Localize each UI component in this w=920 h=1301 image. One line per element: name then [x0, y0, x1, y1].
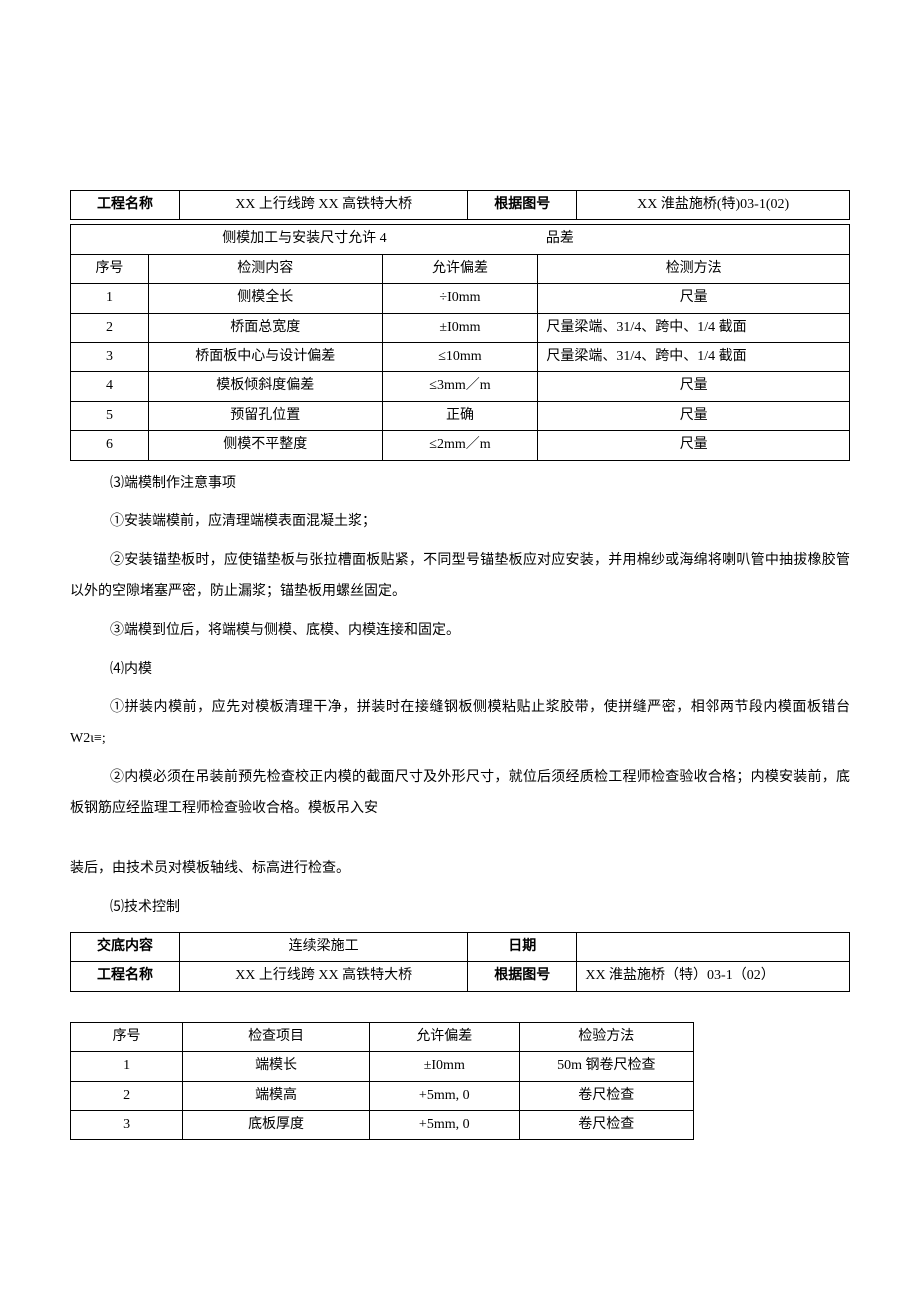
cell-content: 模板倾斜度偏差 — [148, 372, 382, 401]
cell-item: 端模高 — [183, 1081, 370, 1110]
cell-seq: 2 — [71, 1081, 183, 1110]
table-row: 4 模板倾斜度偏差 ≤3mm／m 尺量 — [71, 372, 850, 401]
header-table-2: 交底内容 连续梁施工 日期 工程名称 XX 上行线跨 XX 高铁特大桥 根据图号… — [70, 932, 850, 992]
cell-seq: 3 — [71, 342, 149, 371]
table-row: 1 端模长 ±I0mm 50m 钢卷尺检查 — [71, 1052, 694, 1081]
cell-tolerance: ≤10mm — [382, 342, 538, 371]
tolerance-table-1: 侧模加工与安装尺寸允许 4 品差 序号 检测内容 允许偏差 检测方法 1 侧模全… — [70, 224, 850, 460]
drawing-value: XX 淮盐施桥（特）03-1（02） — [577, 962, 850, 991]
cell-tolerance: ±I0mm — [370, 1052, 520, 1081]
table-row: 工程名称 XX 上行线跨 XX 高铁特大桥 根据图号 XX 淮盐施桥（特）03-… — [71, 962, 850, 991]
label-project: 工程名称 — [71, 191, 180, 220]
date-value — [577, 933, 850, 962]
cell-method: 卷尺检查 — [519, 1111, 693, 1140]
drawing-value: XX 淮盐施桥(特)03-1(02) — [577, 191, 850, 220]
table-header-row: 序号 检查项目 允许偏差 检验方法 — [71, 1022, 694, 1051]
cell-tolerance: ±I0mm — [382, 313, 538, 342]
paragraph-3-title: ⑶端模制作注意事项 — [110, 469, 850, 500]
header-tolerance: 允许偏差 — [370, 1022, 520, 1051]
table-row: 3 底板厚度 +5mm, 0 卷尺检查 — [71, 1111, 694, 1140]
header-item: 检查项目 — [183, 1022, 370, 1051]
cell-method: 尺量梁端、31/4、跨中、1/4 截面 — [538, 342, 850, 371]
header-table-1: 工程名称 XX 上行线跨 XX 高铁特大桥 根据图号 XX 淮盐施桥(特)03-… — [70, 190, 850, 220]
cell-tolerance: 正确 — [382, 401, 538, 430]
cell-seq: 1 — [71, 284, 149, 313]
subtitle-right: 品差 — [538, 225, 850, 254]
cell-tolerance: +5mm, 0 — [370, 1111, 520, 1140]
cell-tolerance: ÷I0mm — [382, 284, 538, 313]
table-row: 5 预留孔位置 正确 尺量 — [71, 401, 850, 430]
cell-method: 尺量 — [538, 372, 850, 401]
table-row: 6 侧模不平整度 ≤2mm／m 尺量 — [71, 431, 850, 460]
paragraph: ①安装端模前，应清理端模表面混凝土浆； — [110, 507, 850, 538]
table-row: 2 端模高 +5mm, 0 卷尺检查 — [71, 1081, 694, 1110]
cell-tolerance: ≤3mm／m — [382, 372, 538, 401]
header-tolerance: 允许偏差 — [382, 254, 538, 283]
cell-content: 预留孔位置 — [148, 401, 382, 430]
paragraph: ①拼装内模前，应先对模板清理干净，拼装时在接缝钢板侧模粘贴止浆胶带，使拼缝严密，… — [70, 693, 850, 755]
header-seq: 序号 — [71, 254, 149, 283]
paragraph-4-title: ⑷内模 — [110, 655, 850, 686]
cell-content: 桥面板中心与设计偏差 — [148, 342, 382, 371]
cell-seq: 5 — [71, 401, 149, 430]
table-row: 工程名称 XX 上行线跨 XX 高铁特大桥 根据图号 XX 淮盐施桥(特)03-… — [71, 191, 850, 220]
paragraph: ③端模到位后，将端模与侧模、底模、内模连接和固定。 — [110, 616, 850, 647]
cell-method: 50m 钢卷尺检查 — [519, 1052, 693, 1081]
table-row: 交底内容 连续梁施工 日期 — [71, 933, 850, 962]
label-date: 日期 — [468, 933, 577, 962]
cell-seq: 2 — [71, 313, 149, 342]
cell-method: 尺量 — [538, 431, 850, 460]
cell-method: 尺量梁端、31/4、跨中、1/4 截面 — [538, 313, 850, 342]
table-row: 3 桥面板中心与设计偏差 ≤10mm 尺量梁端、31/4、跨中、1/4 截面 — [71, 342, 850, 371]
paragraph-5-title: ⑸技术控制 — [110, 893, 850, 924]
header-content: 检测内容 — [148, 254, 382, 283]
label-content: 交底内容 — [71, 933, 180, 962]
header-method: 检验方法 — [519, 1022, 693, 1051]
content-value: 连续梁施工 — [180, 933, 468, 962]
cell-item: 底板厚度 — [183, 1111, 370, 1140]
header-method: 检测方法 — [538, 254, 850, 283]
cell-seq: 4 — [71, 372, 149, 401]
table-header-row: 序号 检测内容 允许偏差 检测方法 — [71, 254, 850, 283]
cell-method: 尺量 — [538, 284, 850, 313]
cell-seq: 1 — [71, 1052, 183, 1081]
paragraph: 装后，由技术员对模板轴线、标高进行检查。 — [70, 854, 850, 885]
cell-method: 尺量 — [538, 401, 850, 430]
cell-content: 桥面总宽度 — [148, 313, 382, 342]
label-drawing: 根据图号 — [468, 191, 577, 220]
cell-content: 侧模全长 — [148, 284, 382, 313]
table-row: 1 侧模全长 ÷I0mm 尺量 — [71, 284, 850, 313]
cell-seq: 6 — [71, 431, 149, 460]
cell-seq: 3 — [71, 1111, 183, 1140]
cell-item: 端模长 — [183, 1052, 370, 1081]
tolerance-table-2: 序号 检查项目 允许偏差 检验方法 1 端模长 ±I0mm 50m 钢卷尺检查 … — [70, 1022, 694, 1141]
table-row: 2 桥面总宽度 ±I0mm 尺量梁端、31/4、跨中、1/4 截面 — [71, 313, 850, 342]
label-drawing: 根据图号 — [468, 962, 577, 991]
paragraph: ②安装锚垫板时，应使锚垫板与张拉槽面板贴紧，不同型号锚垫板应对应安装，并用棉纱或… — [70, 546, 850, 608]
paragraph: ②内模必须在吊装前预先检查校正内模的截面尺寸及外形尺寸，就位后须经质检工程师检查… — [70, 763, 850, 825]
table-row: 侧模加工与安装尺寸允许 4 品差 — [71, 225, 850, 254]
label-project: 工程名称 — [71, 962, 180, 991]
cell-tolerance: +5mm, 0 — [370, 1081, 520, 1110]
cell-content: 侧模不平整度 — [148, 431, 382, 460]
cell-method: 卷尺检查 — [519, 1081, 693, 1110]
project-value: XX 上行线跨 XX 高铁特大桥 — [180, 962, 468, 991]
header-seq: 序号 — [71, 1022, 183, 1051]
cell-tolerance: ≤2mm／m — [382, 431, 538, 460]
subtitle-left: 侧模加工与安装尺寸允许 4 — [71, 225, 538, 254]
project-value: XX 上行线跨 XX 高铁特大桥 — [180, 191, 468, 220]
